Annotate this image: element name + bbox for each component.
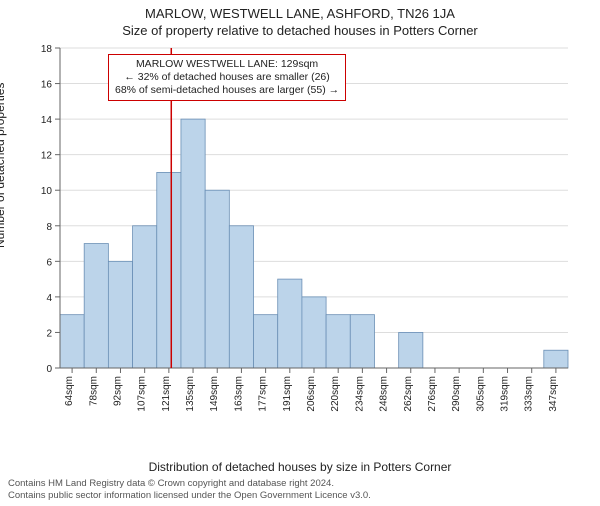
svg-text:107sqm: 107sqm [137, 376, 148, 412]
svg-text:305sqm: 305sqm [475, 376, 486, 412]
svg-text:0: 0 [46, 364, 52, 375]
svg-text:64sqm: 64sqm [64, 376, 75, 406]
svg-text:206sqm: 206sqm [306, 376, 317, 412]
svg-text:14: 14 [41, 115, 53, 126]
svg-text:177sqm: 177sqm [258, 376, 269, 412]
svg-text:2: 2 [46, 328, 52, 339]
svg-text:276sqm: 276sqm [427, 376, 438, 412]
svg-text:121sqm: 121sqm [161, 376, 172, 412]
svg-text:18: 18 [41, 44, 53, 55]
svg-text:262sqm: 262sqm [403, 376, 414, 412]
svg-text:135sqm: 135sqm [185, 376, 196, 412]
svg-text:10: 10 [41, 186, 53, 197]
svg-text:220sqm: 220sqm [330, 376, 341, 412]
svg-text:248sqm: 248sqm [379, 376, 390, 412]
annotation-line2: ← 32% of detached houses are smaller (26… [115, 71, 339, 84]
svg-text:16: 16 [41, 80, 53, 91]
svg-text:149sqm: 149sqm [209, 376, 220, 412]
svg-text:290sqm: 290sqm [451, 376, 462, 412]
svg-text:333sqm: 333sqm [524, 376, 535, 412]
y-axis-label: Number of detached properties [0, 83, 7, 248]
x-axis-label: Distribution of detached houses by size … [0, 460, 600, 474]
chart-title-primary: MARLOW, WESTWELL LANE, ASHFORD, TN26 1JA [0, 6, 600, 21]
svg-text:319sqm: 319sqm [500, 376, 511, 412]
marker-annotation-box: MARLOW WESTWELL LANE: 129sqm ← 32% of de… [108, 54, 346, 101]
svg-text:347sqm: 347sqm [548, 376, 559, 412]
footer-attribution: Contains HM Land Registry data © Crown c… [0, 474, 600, 502]
svg-text:92sqm: 92sqm [112, 376, 123, 406]
svg-text:234sqm: 234sqm [354, 376, 365, 412]
chart-title-secondary: Size of property relative to detached ho… [0, 23, 600, 38]
svg-text:163sqm: 163sqm [233, 376, 244, 412]
svg-text:12: 12 [41, 151, 53, 162]
svg-text:6: 6 [46, 257, 52, 268]
chart-container: Number of detached properties 0246810121… [0, 38, 600, 458]
annotation-line3: 68% of semi-detached houses are larger (… [115, 84, 339, 97]
footer-line1: Contains HM Land Registry data © Crown c… [8, 478, 592, 490]
svg-text:78sqm: 78sqm [88, 376, 99, 406]
svg-text:4: 4 [46, 293, 52, 304]
svg-text:8: 8 [46, 222, 52, 233]
svg-text:191sqm: 191sqm [282, 376, 293, 412]
annotation-line1: MARLOW WESTWELL LANE: 129sqm [115, 58, 339, 71]
